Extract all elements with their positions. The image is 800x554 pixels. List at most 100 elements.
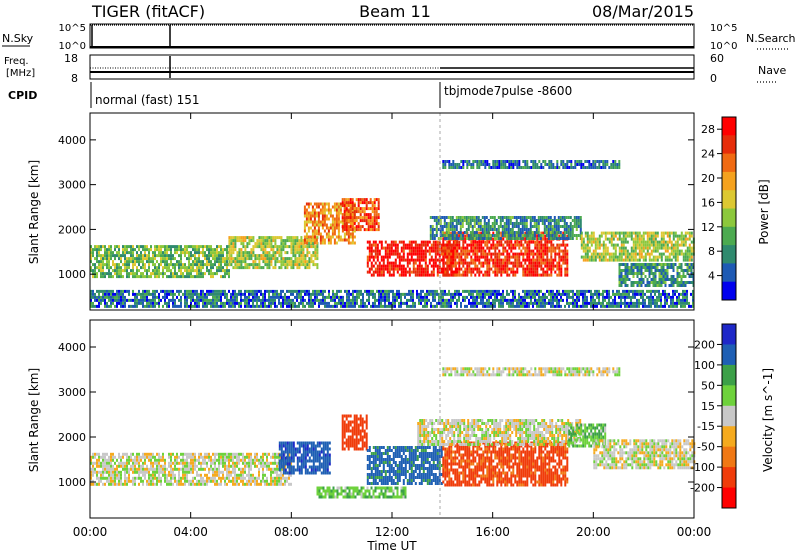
power-colorbar-swatch [722,263,736,283]
power-colorbar-swatch [722,190,736,209]
power-colorbar-swatch [722,281,736,301]
power-echo-region [429,216,582,240]
power-colorbar-swatch [722,171,736,191]
velocity-ytick-label: 4000 [58,341,86,354]
time-tick-label: 00:00 [677,525,712,539]
cpid-mode-normal: normal (fast) 151 [95,93,199,107]
velocity-colorbar-swatch [722,487,736,509]
velocity-echo-region [568,423,607,448]
power-colorbar-label: Power [dB] [757,179,771,244]
freq-tick-top: 18 [64,52,78,65]
power-colorbar-swatch [722,208,736,228]
power-echo-region [618,263,695,287]
power-ytick-label: 2000 [58,223,86,236]
radar-title: TIGER (fitACF) [91,2,205,21]
power-colorbar-tick: 4 [708,270,715,283]
velocity-echo-region [278,441,331,475]
time-xlabel: Time UT [366,539,417,553]
velocity-colorbar-tick: 15 [701,400,715,413]
freq-strip: Freq. [MHz] 18 8 60 0 Nave [4,52,786,85]
power-echo-region [90,289,694,308]
power-colorbar-tick: 24 [701,148,715,161]
velocity-ytick-label: 1000 [58,476,86,489]
power-echo-region [90,245,230,279]
time-tick-label: 08:00 [274,525,309,539]
power-colorbar-tick: 20 [701,172,715,185]
velocity-colorbar-tick: -50 [697,441,715,454]
velocity-echo-region [341,414,368,451]
velocity-colorbar-tick: 50 [701,379,715,392]
velocity-colorbar-swatch [722,324,736,345]
time-tick-label: 00:00 [73,525,108,539]
power-colorbar-tick: 28 [701,123,715,136]
velocity-colorbar-swatch [722,364,736,386]
time-tick-label: 16:00 [475,525,510,539]
power-ytick-label: 1000 [58,268,86,281]
velocity-echo-region [417,419,582,446]
velocity-colorbar-swatch [722,426,736,448]
power-ylabel: Slant Range [km] [27,160,41,264]
power-colorbar-tick: 16 [701,196,715,209]
power-echo-region [580,231,695,262]
nsky-label: N.Sky [2,32,34,45]
power-echo-region [341,198,380,232]
velocity-colorbar-swatch [722,467,736,489]
power-colorbar-swatch [722,153,736,173]
power-panel: 1000 2000 3000 4000 Slant Range [km] 4 8 12 16… [27,112,771,311]
power-echo-field [90,160,695,308]
power-colorbar-tick: 12 [701,221,715,234]
velocity-panel: 1000 2000 3000 4000 Slant Range [km] 200 100… [27,319,775,519]
power-echo-region [228,236,319,270]
power-ytick-label: 3000 [58,179,86,192]
cpid-label: CPID [8,89,37,102]
nsky-strip: N.Sky 10^5 10^0 10^5 10^0 N.Search [2,23,796,52]
velocity-colorbar-tick: 200 [694,338,715,351]
velocity-echo-region [316,486,407,499]
velocity-colorbar-label: Velocity [m s^-1] [761,368,775,472]
time-axis: 00:00 04:00 08:00 12:00 16:00 20:00 00:00 [73,113,712,539]
freq-label-line1: Freq. [4,56,29,67]
nsearch-tick-bottom: 10^0 [710,41,737,52]
velocity-colorbar-tick: -100 [690,461,715,474]
velocity-colorbar-swatch [722,385,736,407]
velocity-colorbar-swatch [722,446,736,468]
velocity-ytick-label: 3000 [58,386,86,399]
velocity-colorbar-tick: 100 [694,359,715,372]
freq-label-line2: [MHz] [6,68,35,79]
time-tick-label: 12:00 [375,525,410,539]
cpid-mode-tbj: tbjmode7pulse -8600 [444,84,572,98]
power-colorbar-tick: 8 [708,245,715,258]
velocity-ylabel: Slant Range [km] [27,368,41,472]
velocity-echo-field [90,367,696,499]
velocity-colorbar-tick: -15 [697,420,715,433]
power-colorbar-swatch [722,117,736,136]
velocity-colorbar: 200 100 50 15 -15 -50 -100 -200 [690,323,737,509]
nsearch-label: N.Search [746,32,796,45]
beam-title: Beam 11 [359,2,431,21]
nave-tick-top: 60 [710,52,724,65]
power-colorbar-swatch [722,245,736,264]
power-colorbar: 4 8 12 16 20 24 28 [701,116,737,301]
nsky-tick-top: 10^5 [59,23,86,34]
date-title: 08/Mar/2015 [592,2,694,21]
time-tick-label: 04:00 [173,525,208,539]
velocity-colorbar-swatch [722,344,736,366]
power-echo-region [442,160,621,169]
power-colorbar-swatch [722,226,736,246]
cpid-strip: CPID normal (fast) 151 tbjmode7pulse -86… [8,82,572,108]
velocity-colorbar-swatch [722,405,736,427]
nave-label: Nave [758,64,786,77]
velocity-echo-region [593,439,696,470]
velocity-ytick-label: 2000 [58,431,86,444]
velocity-echo-region [366,446,443,485]
time-tick-label: 20:00 [576,525,611,539]
nsky-tick-bottom: 10^0 [59,41,86,52]
nsearch-tick-top: 10^5 [710,23,737,34]
power-colorbar-swatch [722,135,736,155]
power-ytick-label: 4000 [58,134,86,147]
velocity-echo-region [442,367,621,377]
velocity-echo-region [442,441,569,487]
freq-tick-bottom: 8 [71,72,78,85]
nave-tick-bottom: 0 [710,72,717,85]
